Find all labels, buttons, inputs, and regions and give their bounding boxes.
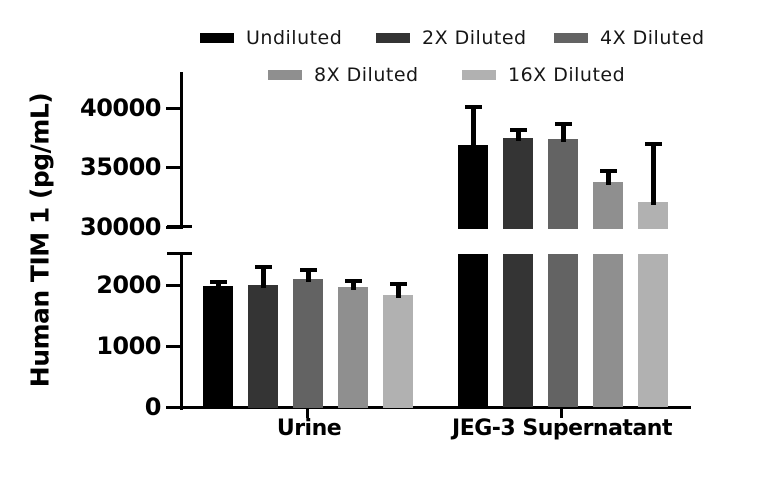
bar-urine-8x-diluted bbox=[338, 287, 368, 408]
bar-jeg-3-supernatant-4x-diluted bbox=[548, 138, 578, 229]
error-bar-cap-jeg-3-supernatant-4x-diluted bbox=[554, 122, 572, 127]
legend-item-8x-diluted: 8X Diluted bbox=[268, 64, 419, 86]
legend-swatch-icon bbox=[376, 33, 410, 43]
y-tick-mark bbox=[166, 406, 180, 409]
error-bar-stem-urine-16x-diluted bbox=[395, 284, 401, 298]
bar-jeg-3-supernatant-undiluted bbox=[458, 144, 488, 229]
error-bar-stem-urine-undiluted bbox=[215, 282, 221, 289]
legend-item-2x-diluted: 2X Diluted bbox=[376, 27, 527, 49]
y-tick-mark bbox=[166, 284, 180, 287]
bar-jeg-3-supernatant-undiluted-lower bbox=[458, 254, 488, 407]
axis-break-cap-lower bbox=[167, 252, 192, 255]
bar-urine-undiluted bbox=[203, 285, 233, 408]
error-bar-cap-jeg-3-supernatant-2x-diluted bbox=[509, 128, 527, 133]
error-bar-cap-jeg-3-supernatant-8x-diluted bbox=[599, 168, 617, 173]
y-tick-mark bbox=[166, 107, 180, 110]
y-tick-label: 40000 bbox=[80, 94, 162, 122]
error-bar-stem-urine-8x-diluted bbox=[350, 281, 356, 291]
y-axis-upper-segment bbox=[180, 72, 183, 229]
legend-item-undiluted: Undiluted bbox=[200, 27, 343, 49]
y-tick-label: 2000 bbox=[96, 271, 161, 299]
y-tick-mark bbox=[166, 226, 180, 229]
y-axis-title: Human TIM 1 (pg/mL) bbox=[25, 92, 55, 388]
bar-jeg-3-supernatant-2x-diluted bbox=[503, 137, 533, 229]
bar-jeg-3-supernatant-16x-diluted-lower bbox=[638, 254, 668, 407]
error-bar-stem-jeg-3-supernatant-4x-diluted bbox=[560, 125, 566, 142]
error-bar-stem-urine-4x-diluted bbox=[305, 270, 311, 283]
bar-jeg-3-supernatant-4x-diluted-lower bbox=[548, 254, 578, 407]
legend-swatch-icon bbox=[268, 70, 302, 80]
legend-label: 8X Diluted bbox=[314, 64, 419, 86]
bar-jeg-3-supernatant-2x-diluted-lower bbox=[503, 254, 533, 407]
legend-item-16x-diluted: 16X Diluted bbox=[462, 64, 626, 86]
legend-swatch-icon bbox=[200, 33, 234, 43]
y-tick-label: 30000 bbox=[80, 213, 162, 241]
error-bar-cap-jeg-3-supernatant-undiluted bbox=[464, 104, 482, 109]
legend-swatch-icon bbox=[462, 70, 496, 80]
error-bar-cap-urine-undiluted bbox=[209, 279, 227, 284]
error-bar-stem-urine-2x-diluted bbox=[260, 268, 266, 289]
y-tick-mark bbox=[166, 166, 180, 169]
y-tick-mark bbox=[166, 345, 180, 348]
legend-item-4x-diluted: 4X Diluted bbox=[554, 27, 705, 49]
legend-label: Undiluted bbox=[246, 27, 343, 49]
x-tick-jeg-3-supernatant bbox=[560, 409, 563, 418]
y-tick-label: 0 bbox=[144, 393, 162, 421]
error-bar-cap-urine-16x-diluted bbox=[389, 281, 407, 286]
legend-swatch-icon bbox=[554, 33, 588, 43]
bar-jeg-3-supernatant-8x-diluted bbox=[593, 181, 623, 229]
bar-urine-2x-diluted bbox=[248, 285, 278, 408]
legend-label: 16X Diluted bbox=[508, 64, 626, 86]
error-bar-stem-jeg-3-supernatant-8x-diluted bbox=[605, 171, 611, 185]
error-bar-stem-jeg-3-supernatant-2x-diluted bbox=[515, 131, 521, 141]
bar-jeg-3-supernatant-16x-diluted bbox=[638, 201, 668, 229]
error-bar-cap-urine-8x-diluted bbox=[344, 278, 362, 283]
y-tick-label: 1000 bbox=[96, 332, 161, 360]
error-bar-cap-urine-2x-diluted bbox=[254, 265, 272, 270]
x-label-urine: Urine bbox=[276, 416, 342, 441]
bar-urine-16x-diluted bbox=[383, 295, 413, 408]
error-bar-stem-jeg-3-supernatant-undiluted bbox=[470, 107, 476, 148]
error-bar-stem-jeg-3-supernatant-16x-diluted bbox=[650, 144, 656, 205]
y-axis-lower-segment bbox=[180, 252, 183, 410]
legend-label: 4X Diluted bbox=[600, 27, 705, 49]
bar-jeg-3-supernatant-8x-diluted-lower bbox=[593, 254, 623, 407]
bar-urine-4x-diluted bbox=[293, 279, 323, 408]
error-bar-cap-jeg-3-supernatant-16x-diluted bbox=[644, 141, 662, 146]
error-bar-cap-urine-4x-diluted bbox=[299, 267, 317, 272]
x-label-jeg-3-supernatant: JEG-3 Supernatant bbox=[452, 416, 672, 441]
x-tick-urine bbox=[306, 409, 309, 418]
legend-label: 2X Diluted bbox=[422, 27, 527, 49]
x-axis bbox=[180, 406, 691, 409]
y-tick-label: 35000 bbox=[80, 153, 162, 181]
